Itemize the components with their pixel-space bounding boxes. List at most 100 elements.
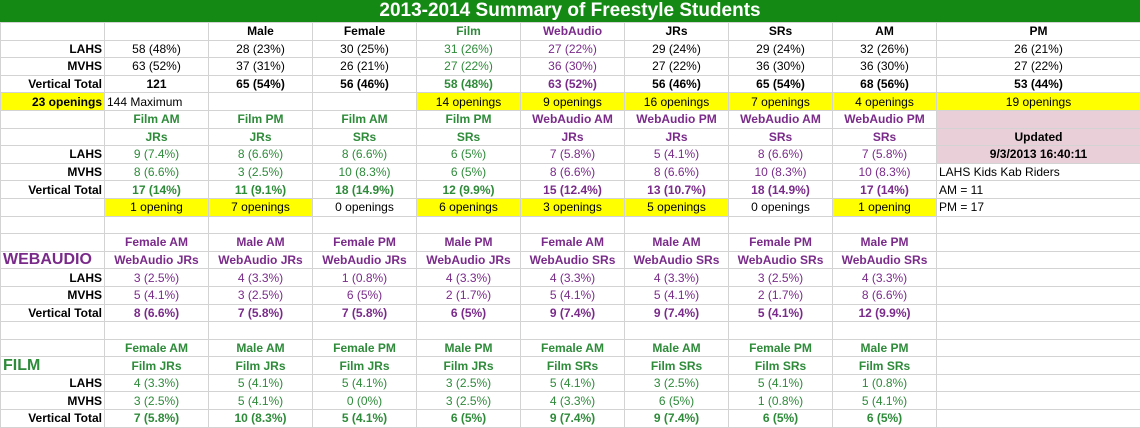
empty-cell[interactable]: [209, 322, 313, 340]
empty-cell[interactable]: [417, 322, 521, 340]
empty-cell[interactable]: [937, 286, 1140, 304]
webaudio-cell[interactable]: 4 (3.3%): [417, 269, 521, 287]
webaudio-col-header[interactable]: WebAudio SRs: [521, 251, 625, 269]
row-label[interactable]: LAHS: [1, 374, 105, 392]
empty-cell[interactable]: [313, 322, 417, 340]
empty-cell[interactable]: [937, 392, 1140, 410]
updated-spacer[interactable]: [937, 110, 1140, 128]
summary-col-header[interactable]: SRs: [729, 23, 833, 41]
session-cell[interactable]: 10 (8.3%): [729, 163, 833, 181]
empty-cell[interactable]: [937, 269, 1140, 287]
film-col-header[interactable]: Film SRs: [521, 357, 625, 375]
empty-cell[interactable]: [105, 216, 209, 234]
row-label[interactable]: LAHS: [1, 269, 105, 287]
empty-cell[interactable]: [313, 216, 417, 234]
row-label[interactable]: MVHS: [1, 286, 105, 304]
updated-label[interactable]: Updated: [937, 128, 1140, 146]
summary-cell[interactable]: 26 (21%): [313, 58, 417, 76]
empty-cell[interactable]: [105, 322, 209, 340]
session-cell[interactable]: 11 (9.1%): [209, 181, 313, 199]
webaudio-cell[interactable]: 8 (6.6%): [105, 304, 209, 322]
film-cell[interactable]: 4 (3.3%): [105, 374, 209, 392]
film-cell[interactable]: 5 (4.1%): [209, 392, 313, 410]
webaudio-cell[interactable]: 5 (4.1%): [105, 286, 209, 304]
session-openings-cell[interactable]: 1 opening: [105, 198, 209, 216]
film-col-header[interactable]: Female PM: [313, 339, 417, 357]
summary-cell[interactable]: 27 (22%): [521, 40, 625, 58]
webaudio-col-header[interactable]: WebAudio JRs: [105, 251, 209, 269]
session-col-header[interactable]: WebAudio AM: [729, 110, 833, 128]
film-col-header[interactable]: Film SRs: [625, 357, 729, 375]
summary-cell[interactable]: 65 (54%): [729, 75, 833, 93]
webaudio-cell[interactable]: 5 (4.1%): [625, 286, 729, 304]
webaudio-col-header[interactable]: Female AM: [105, 234, 209, 252]
film-col-header[interactable]: Film SRs: [729, 357, 833, 375]
empty-cell[interactable]: [937, 234, 1140, 252]
empty-cell[interactable]: [625, 322, 729, 340]
webaudio-cell[interactable]: 5 (4.1%): [521, 286, 625, 304]
film-col-header[interactable]: Male PM: [417, 339, 521, 357]
summary-cell[interactable]: 58 (48%): [105, 40, 209, 58]
session-col-header[interactable]: JRs: [625, 128, 729, 146]
summary-cell[interactable]: 36 (30%): [521, 58, 625, 76]
film-cell[interactable]: 1 (0.8%): [833, 374, 937, 392]
webaudio-col-header[interactable]: Male PM: [417, 234, 521, 252]
webaudio-col-header[interactable]: WebAudio SRs: [625, 251, 729, 269]
summary-cell[interactable]: 56 (46%): [313, 75, 417, 93]
summary-cell[interactable]: 121: [105, 75, 209, 93]
webaudio-cell[interactable]: 7 (5.8%): [313, 304, 417, 322]
film-col-header[interactable]: Film JRs: [417, 357, 521, 375]
film-cell[interactable]: 4 (3.3%): [521, 392, 625, 410]
film-cell[interactable]: 9 (7.4%): [625, 410, 729, 428]
riders-am[interactable]: AM = 11: [937, 181, 1140, 199]
webaudio-col-header[interactable]: Female PM: [313, 234, 417, 252]
session-cell[interactable]: 18 (14.9%): [729, 181, 833, 199]
session-cell[interactable]: 6 (5%): [417, 163, 521, 181]
row-label[interactable]: Vertical Total: [1, 181, 105, 199]
row-label[interactable]: Vertical Total: [1, 410, 105, 428]
summary-cell[interactable]: 68 (56%): [833, 75, 937, 93]
film-col-header[interactable]: Film SRs: [833, 357, 937, 375]
openings-label[interactable]: 23 openings: [1, 93, 105, 111]
webaudio-col-header[interactable]: WebAudio JRs: [417, 251, 521, 269]
summary-cell[interactable]: 63 (52%): [521, 75, 625, 93]
session-cell[interactable]: 13 (10.7%): [625, 181, 729, 199]
riders-label[interactable]: LAHS Kids Kab Riders: [937, 163, 1140, 181]
webaudio-cell[interactable]: 4 (3.3%): [833, 269, 937, 287]
summary-cell[interactable]: 29 (24%): [625, 40, 729, 58]
film-cell[interactable]: 6 (5%): [417, 410, 521, 428]
empty-cell[interactable]: [833, 322, 937, 340]
openings-cell[interactable]: 14 openings: [417, 93, 521, 111]
webaudio-col-header[interactable]: Male AM: [625, 234, 729, 252]
webaudio-cell[interactable]: 12 (9.9%): [833, 304, 937, 322]
film-cell[interactable]: 9 (7.4%): [521, 410, 625, 428]
summary-cell[interactable]: 26 (21%): [937, 40, 1140, 58]
empty-cell[interactable]: [937, 322, 1140, 340]
empty-cell[interactable]: [209, 216, 313, 234]
session-col-header[interactable]: WebAudio PM: [833, 110, 937, 128]
film-cell[interactable]: 1 (0.8%): [729, 392, 833, 410]
webaudio-cell[interactable]: 9 (7.4%): [625, 304, 729, 322]
row-label[interactable]: MVHS: [1, 58, 105, 76]
session-cell[interactable]: 9 (7.4%): [105, 146, 209, 164]
film-cell[interactable]: 5 (4.1%): [313, 410, 417, 428]
summary-col-header[interactable]: PM: [937, 23, 1140, 41]
webaudio-cell[interactable]: 5 (4.1%): [729, 304, 833, 322]
webaudio-cell[interactable]: 4 (3.3%): [521, 269, 625, 287]
session-col-header[interactable]: JRs: [209, 128, 313, 146]
webaudio-col-header[interactable]: Male PM: [833, 234, 937, 252]
session-col-header[interactable]: JRs: [105, 128, 209, 146]
summary-col-header[interactable]: WebAudio: [521, 23, 625, 41]
openings-cell[interactable]: 144 Maximum: [105, 93, 209, 111]
openings-cell[interactable]: 19 openings: [937, 93, 1140, 111]
empty-cell[interactable]: [937, 374, 1140, 392]
total-col-header[interactable]: [105, 23, 209, 41]
updated-value[interactable]: 9/3/2013 16:40:11: [937, 146, 1140, 164]
session-cell[interactable]: 8 (6.6%): [521, 163, 625, 181]
session-cell[interactable]: 8 (6.6%): [209, 146, 313, 164]
empty-cell[interactable]: [625, 216, 729, 234]
film-cell[interactable]: 3 (2.5%): [417, 392, 521, 410]
film-cell[interactable]: 3 (2.5%): [625, 374, 729, 392]
session-cell[interactable]: 15 (12.4%): [521, 181, 625, 199]
webaudio-cell[interactable]: 8 (6.6%): [833, 286, 937, 304]
